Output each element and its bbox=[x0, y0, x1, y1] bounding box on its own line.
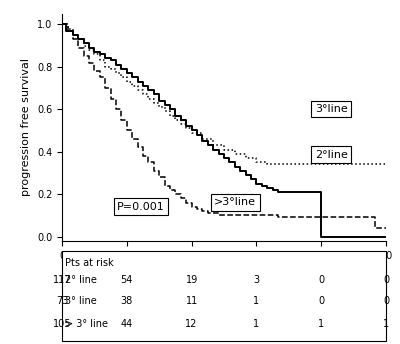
Text: 19: 19 bbox=[186, 275, 198, 285]
Text: 3: 3 bbox=[253, 275, 260, 285]
Text: 105: 105 bbox=[53, 320, 71, 330]
Text: Pts at risk: Pts at risk bbox=[65, 258, 114, 268]
Text: 54: 54 bbox=[121, 275, 133, 285]
Text: 2°line: 2°line bbox=[315, 150, 348, 160]
Y-axis label: progression free survival: progression free survival bbox=[21, 58, 31, 196]
Text: 1: 1 bbox=[253, 320, 260, 330]
Bar bbox=[62, 251, 386, 341]
Text: 3° line: 3° line bbox=[65, 296, 97, 306]
Text: > 3° line: > 3° line bbox=[65, 320, 108, 330]
Text: 44: 44 bbox=[121, 320, 133, 330]
Text: 1: 1 bbox=[318, 320, 324, 330]
Text: 12: 12 bbox=[186, 320, 198, 330]
Text: 0: 0 bbox=[318, 275, 324, 285]
Text: 3°line: 3°line bbox=[315, 104, 348, 114]
Text: >3°line: >3°line bbox=[214, 197, 256, 207]
Text: 0: 0 bbox=[318, 296, 324, 306]
Text: P=0.001: P=0.001 bbox=[117, 202, 165, 212]
Text: 0: 0 bbox=[383, 296, 389, 306]
X-axis label: time (months): time (months) bbox=[184, 266, 264, 276]
Text: 1: 1 bbox=[383, 320, 389, 330]
Text: 11: 11 bbox=[186, 296, 198, 306]
Text: 73: 73 bbox=[56, 296, 68, 306]
Text: 0: 0 bbox=[383, 275, 389, 285]
Text: 117: 117 bbox=[53, 275, 71, 285]
Text: 38: 38 bbox=[121, 296, 133, 306]
Text: 1: 1 bbox=[253, 296, 260, 306]
Text: 2° line: 2° line bbox=[65, 275, 97, 285]
